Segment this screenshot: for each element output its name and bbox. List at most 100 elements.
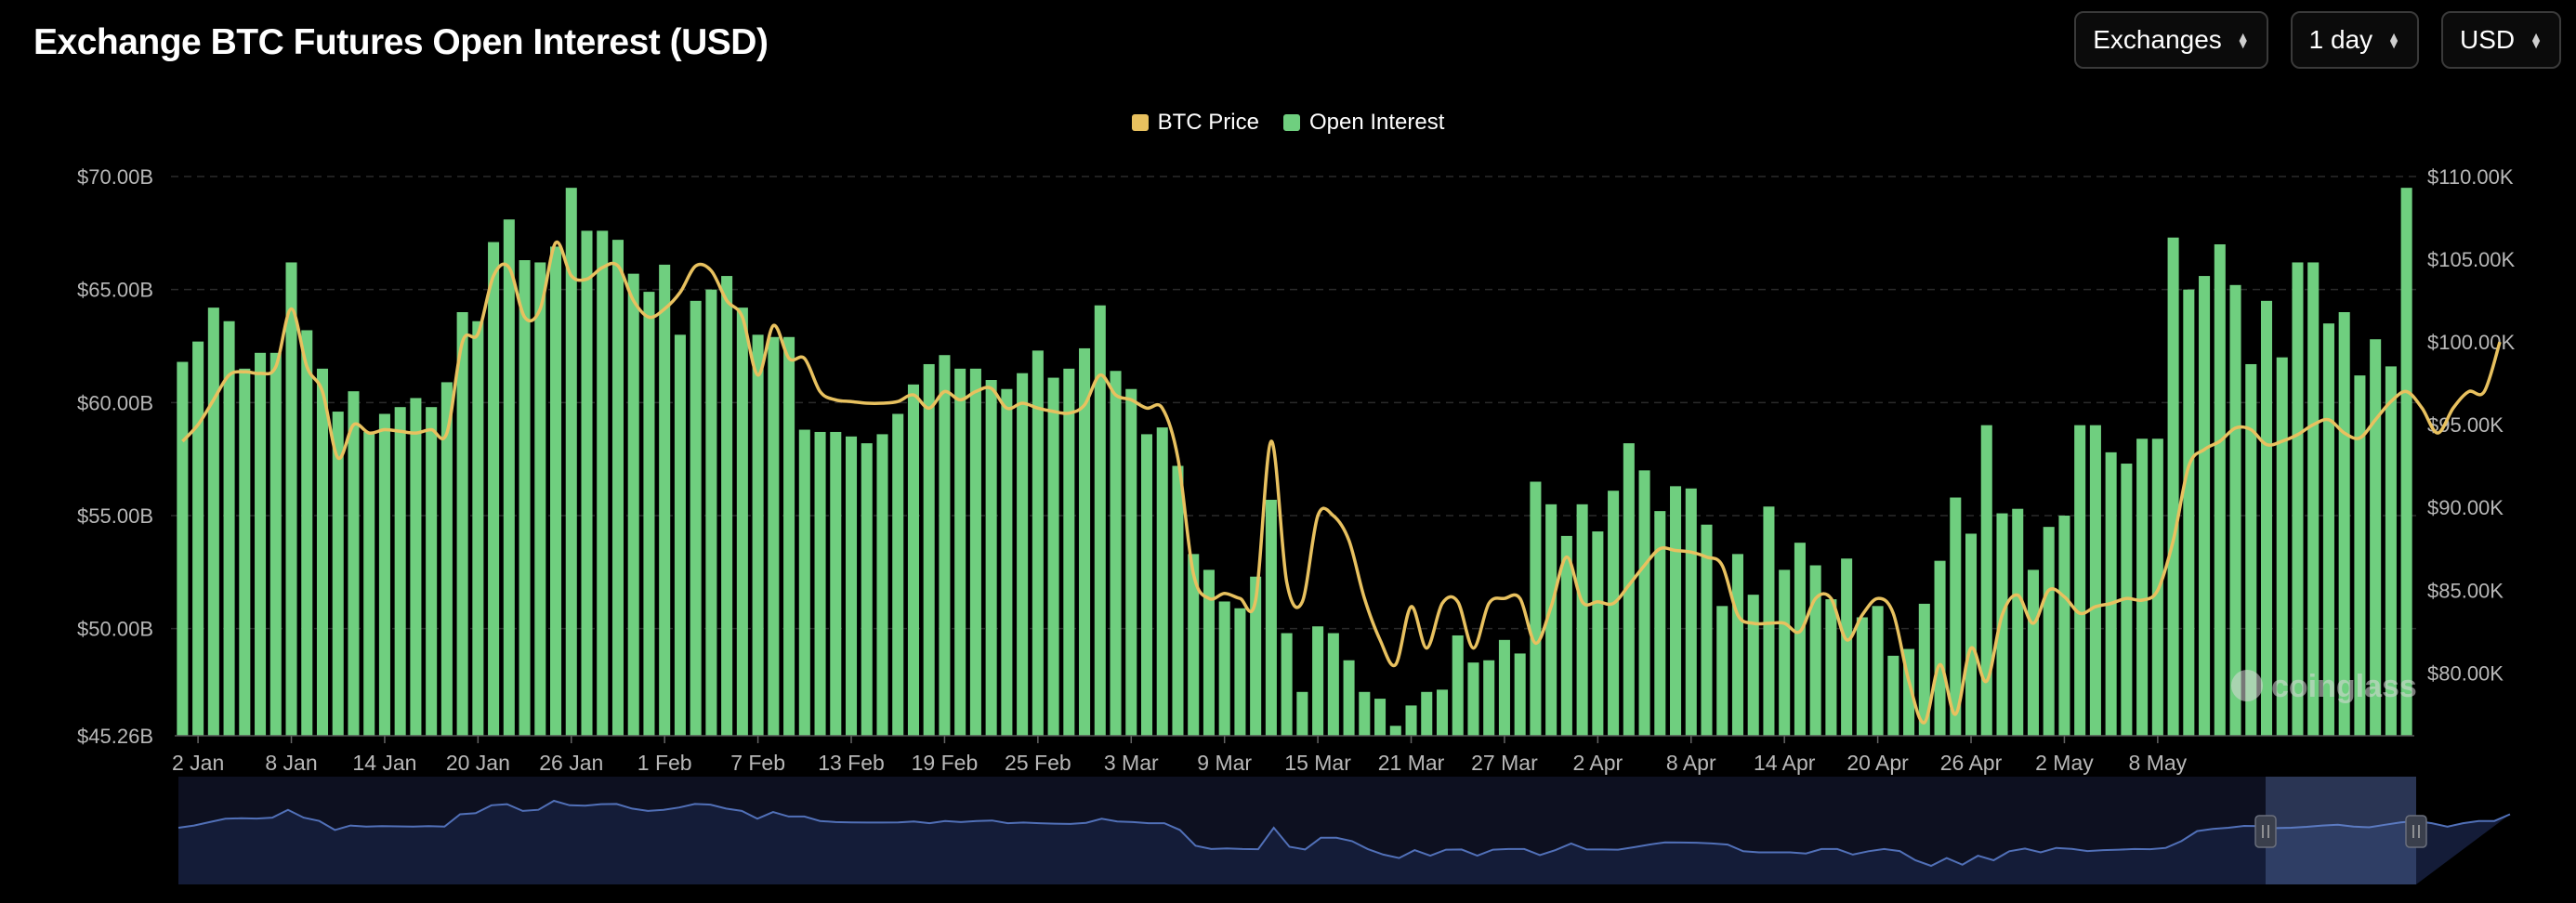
open-interest-bar: [1281, 633, 1293, 736]
open-interest-bar: [1483, 660, 1495, 736]
open-interest-bar: [192, 341, 204, 736]
x-tick-label: 20 Jan: [446, 751, 510, 775]
navigator-area: [178, 801, 2510, 884]
x-tick-label: 15 Mar: [1284, 751, 1351, 775]
x-tick-label: 26 Apr: [1940, 751, 2003, 775]
open-interest-bar: [1359, 691, 1371, 736]
open-interest-bar: [1763, 506, 1775, 736]
y-right-tick-label: $110.00K: [2427, 165, 2514, 189]
open-interest-bar: [1047, 377, 1059, 736]
open-interest-bar: [736, 308, 748, 736]
open-interest-bar: [1421, 691, 1433, 736]
y-right-tick-label: $100.00K: [2427, 331, 2516, 354]
open-interest-bar: [969, 368, 981, 736]
legend-label-btc-price: BTC Price: [1157, 110, 1259, 135]
open-interest-bar: [1110, 371, 1122, 736]
open-interest-bar: [2058, 515, 2070, 736]
sort-arrows-icon: ▲ ▼: [2387, 29, 2401, 51]
x-tick-label: 19 Feb: [912, 751, 979, 775]
legend-label-open-interest: Open Interest: [1308, 110, 1445, 135]
open-interest-bar: [550, 246, 562, 736]
interval-select[interactable]: 1 day ▲ ▼: [2290, 11, 2420, 69]
open-interest-bar: [1063, 368, 1075, 736]
open-interest-bar: [1996, 513, 2008, 736]
open-interest-bar: [2199, 276, 2211, 736]
x-tick-label: 13 Feb: [818, 751, 885, 775]
currency-select[interactable]: USD ▲ ▼: [2441, 11, 2561, 69]
chart-legend: BTC Price Open Interest: [0, 110, 2576, 136]
open-interest-bar: [705, 289, 717, 736]
navigator-selection: [2266, 777, 2416, 884]
open-interest-bar: [581, 230, 593, 736]
x-tick-label: 8 Apr: [1666, 751, 1716, 775]
open-interest-bar: [1188, 554, 1200, 736]
open-interest-bar: [1965, 533, 1978, 736]
open-interest-bar: [1514, 653, 1526, 736]
open-interest-bar: [1872, 606, 1884, 736]
open-interest-bar: [1218, 601, 1230, 736]
open-interest-bar: [1560, 535, 1572, 736]
x-tick-label: 21 Mar: [1378, 751, 1445, 775]
open-interest-bar: [1701, 524, 1713, 736]
open-interest-bar: [2307, 262, 2320, 736]
x-tick-label: 1 Feb: [637, 751, 692, 775]
y-right-tick-label: $80.00K: [2427, 661, 2504, 685]
open-interest-bar: [2105, 452, 2117, 736]
open-interest-bar: [394, 407, 406, 736]
x-tick-label: 25 Feb: [1005, 751, 1071, 775]
open-interest-bar: [332, 412, 344, 736]
x-tick-label: 3 Mar: [1104, 751, 1159, 775]
open-interest-bar: [1934, 560, 1946, 736]
navigator-handle-right[interactable]: [2405, 815, 2427, 848]
open-interest-bar: [611, 240, 624, 736]
y-left-tick-label: $70.00B: [77, 165, 153, 189]
x-tick-label: 7 Feb: [730, 751, 785, 775]
open-interest-bar: [1234, 608, 1246, 736]
interval-select-label: 1 day: [2308, 25, 2373, 54]
open-interest-bar: [456, 311, 468, 736]
open-interest-bar: [534, 262, 546, 736]
open-interest-bar: [1327, 633, 1339, 736]
navigator-handle-left[interactable]: [2254, 815, 2277, 848]
watermark-logo: coinglass: [2231, 669, 2417, 704]
open-interest-bar: [1140, 434, 1153, 736]
open-interest-bar: [1825, 599, 1837, 736]
exchanges-select[interactable]: Exchanges ▲ ▼: [2074, 11, 2268, 69]
chart-controls: Exchanges ▲ ▼ 1 day ▲ ▼ USD ▲ ▼: [2074, 11, 2561, 69]
open-interest-bar: [1545, 504, 1557, 736]
open-interest-bar: [1265, 499, 1277, 736]
open-interest-bar: [316, 368, 329, 736]
open-interest-bar: [721, 276, 733, 736]
open-interest-bar: [440, 382, 453, 736]
open-interest-bar: [768, 336, 780, 736]
open-interest-bar: [1032, 350, 1044, 736]
open-interest-bar: [2074, 425, 2086, 736]
open-interest-bar: [985, 379, 997, 736]
navigator-line: [177, 799, 2511, 868]
open-interest-bar: [2214, 243, 2226, 736]
open-interest-bar: [1841, 558, 1853, 736]
open-interest-bar: [2338, 311, 2350, 736]
open-interest-bar: [2276, 357, 2288, 736]
legend-swatch-btc-price: [1131, 114, 1149, 131]
open-interest-bar: [1856, 617, 1868, 736]
open-interest-bar: [1079, 347, 1091, 736]
currency-select-label: USD: [2460, 25, 2516, 54]
open-interest-bar: [674, 334, 686, 736]
open-interest-bar: [690, 300, 702, 736]
x-tick-label: 8 May: [2129, 751, 2188, 775]
open-interest-bar: [223, 321, 235, 736]
legend-item-btc-price[interactable]: BTC Price: [1131, 110, 1259, 136]
open-interest-bar: [1017, 373, 1029, 736]
open-interest-bar: [472, 321, 484, 736]
x-tick-label: 2 Jan: [172, 751, 224, 775]
btc-price-line: [181, 241, 2502, 725]
open-interest-bar: [1094, 305, 1106, 736]
open-interest-bar: [2370, 339, 2382, 736]
open-interest-bar: [597, 230, 609, 736]
legend-item-open-interest[interactable]: Open Interest: [1282, 110, 1445, 136]
sort-arrows-icon: ▲ ▼: [2530, 29, 2543, 51]
open-interest-bar: [1731, 554, 1744, 736]
open-interest-bar: [1716, 606, 1728, 736]
open-interest-bar: [2167, 237, 2179, 736]
